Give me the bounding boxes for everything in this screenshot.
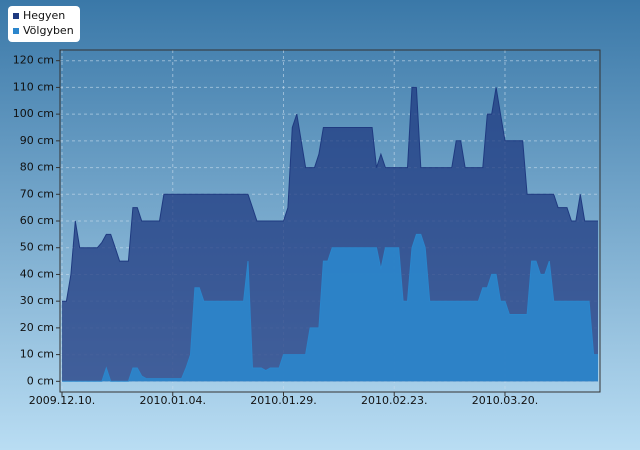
x-tick-label: 2010.03.20. [472,394,538,407]
x-tick-label: 2010.02.23. [361,394,427,407]
y-tick-label: 0 cm [27,374,54,387]
legend-swatch [13,13,19,19]
legend-label: Hegyen [23,9,65,22]
legend-label: Völgyben [23,24,74,37]
y-tick-label: 50 cm [20,241,54,254]
y-tick-label: 40 cm [20,267,54,280]
y-tick-label: 120 cm [13,54,54,67]
y-tick-label: 80 cm [20,161,54,174]
y-tick-label: 60 cm [20,214,54,227]
y-tick-label: 100 cm [13,107,54,120]
area-line [62,233,598,382]
x-tick-label: 2010.01.04. [140,394,206,407]
y-tick-label: 20 cm [20,321,54,334]
area-line [62,86,598,302]
legend-swatch [13,28,19,34]
legend [8,6,80,42]
x-tick-label: 2010.01.29. [250,394,316,407]
y-tick-label: 30 cm [20,294,54,307]
y-tick-label: 70 cm [20,187,54,200]
y-tick-label: 90 cm [20,134,54,147]
x-tick-label: 2009.12.10. [29,394,95,407]
y-tick-label: 110 cm [13,80,54,93]
area-fill [62,234,598,382]
y-tick-label: 10 cm [20,348,54,361]
